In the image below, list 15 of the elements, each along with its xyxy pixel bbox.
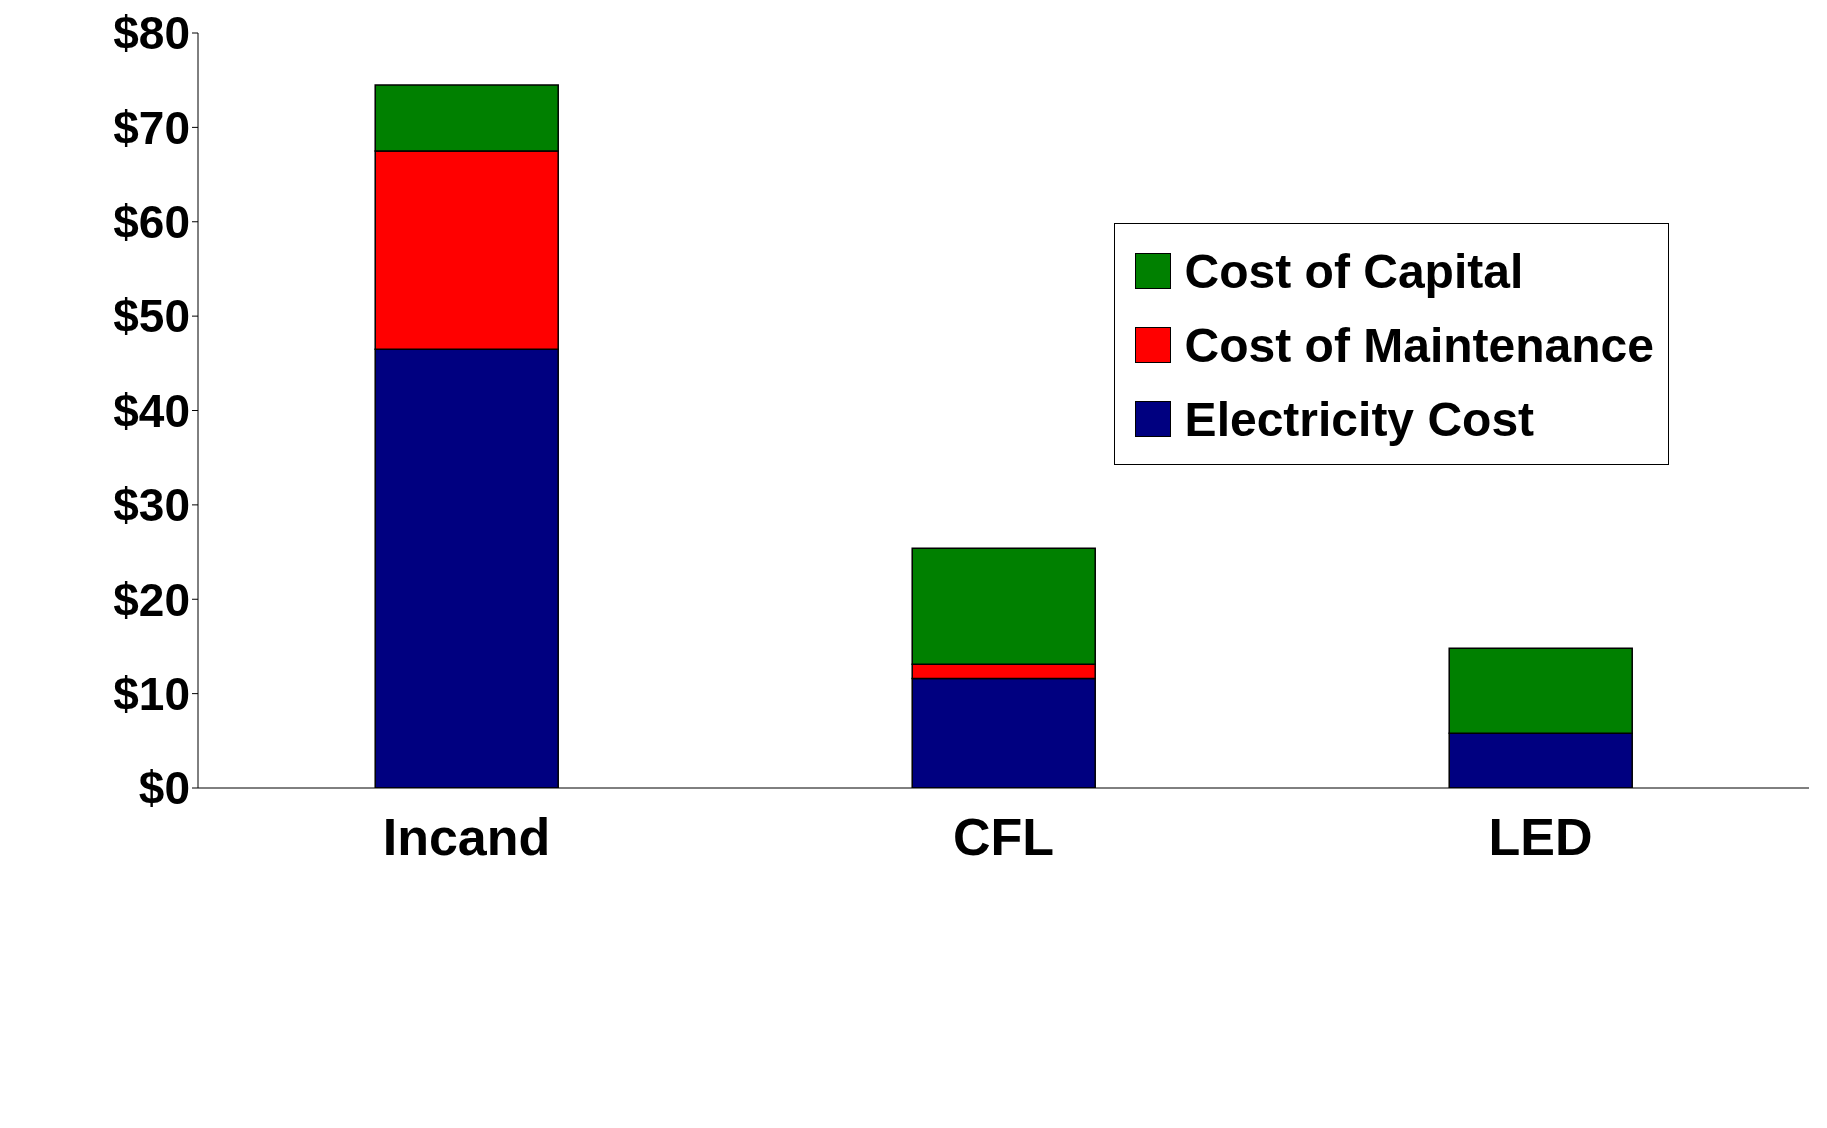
x-tick-label: LED xyxy=(1488,807,1593,866)
x-tick-label: CFL xyxy=(952,807,1055,866)
y-tick-label: $40 xyxy=(113,384,190,437)
legend-label: Cost of Maintenance xyxy=(1184,317,1654,373)
y-tick-label: $60 xyxy=(113,196,190,249)
y-tick-label: $50 xyxy=(113,290,190,343)
legend-label: Cost of Capital xyxy=(1184,243,1524,299)
y-tick-label: $0 xyxy=(138,762,190,815)
legend-label: Electricity Cost xyxy=(1184,391,1535,447)
y-tick-label: $80 xyxy=(113,7,190,60)
y-tick-label: $20 xyxy=(113,573,190,626)
y-tick-label: $30 xyxy=(113,479,190,532)
y-tick-label: $70 xyxy=(113,101,190,154)
x-tick-label: Incand xyxy=(382,807,551,866)
y-tick-label: $10 xyxy=(113,667,190,720)
